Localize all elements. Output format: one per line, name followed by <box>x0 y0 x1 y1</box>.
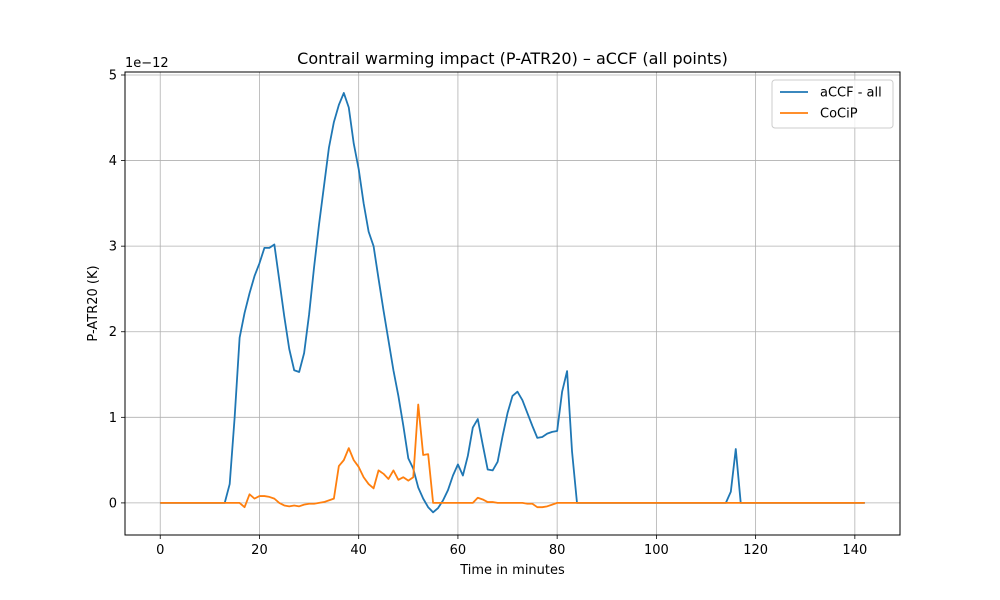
axes-frame <box>124 71 901 536</box>
x-tick-label: 80 <box>549 543 566 558</box>
y-tick-label: 4 <box>109 154 117 169</box>
series-line-accf-all <box>160 92 865 514</box>
y-tick-label: 0 <box>109 496 117 511</box>
series-layer <box>160 92 865 514</box>
x-tick-label: 120 <box>743 543 768 558</box>
legend-label: CoCiP <box>820 107 858 122</box>
x-tick-label: 60 <box>450 543 467 558</box>
x-tick-label: 100 <box>644 543 669 558</box>
ticks: 0 20 40 60 80 100 120 140 0 1 2 3 4 5 <box>109 68 868 558</box>
grid <box>125 72 900 535</box>
series-line-cocip <box>160 403 865 509</box>
y-tick-label: 5 <box>109 68 117 83</box>
y-tick-label: 2 <box>109 325 117 340</box>
legend: aCCF - all CoCiP <box>771 79 894 129</box>
y-axis-label: P-ATR20 (K) <box>86 265 101 341</box>
x-axis-label: Time in minutes <box>459 563 565 578</box>
x-tick-label: 40 <box>350 543 367 558</box>
y-axis-offset-text: 1e−12 <box>125 56 169 71</box>
x-tick-label: 0 <box>156 543 164 558</box>
y-tick-label: 1 <box>109 411 117 426</box>
x-tick-label: 20 <box>251 543 268 558</box>
chart-title: Contrail warming impact (P-ATR20) – aCCF… <box>297 49 728 68</box>
y-tick-label: 3 <box>109 240 117 255</box>
x-tick-label: 140 <box>842 543 867 558</box>
legend-label: aCCF - all <box>820 86 882 101</box>
